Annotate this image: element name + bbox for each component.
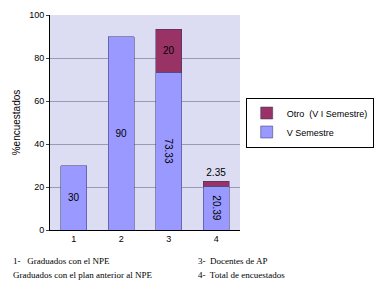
svg-text:40: 40 bbox=[34, 139, 44, 149]
svg-text:4- Total de encuestados: 4- Total de encuestados bbox=[198, 270, 285, 280]
svg-text:30: 30 bbox=[68, 192, 80, 203]
svg-text:%encuestados: %encuestados bbox=[11, 90, 22, 156]
svg-text:V Semestre: V Semestre bbox=[287, 128, 334, 138]
svg-text:20: 20 bbox=[163, 45, 175, 56]
svg-text:2: 2 bbox=[119, 234, 124, 244]
svg-text:1: 1 bbox=[71, 234, 76, 244]
svg-text:90: 90 bbox=[115, 128, 127, 139]
svg-text:2.35: 2.35 bbox=[206, 167, 226, 178]
svg-text:1- Graduados con el NPE: 1- Graduados con el NPE bbox=[13, 256, 110, 266]
svg-text:100: 100 bbox=[29, 10, 44, 20]
svg-text:3: 3 bbox=[166, 234, 171, 244]
svg-text:Otro (V I Semestre): Otro (V I Semestre) bbox=[287, 109, 368, 119]
svg-text:0: 0 bbox=[39, 225, 44, 235]
svg-text:20.39: 20.39 bbox=[211, 195, 222, 220]
svg-text:60: 60 bbox=[34, 96, 44, 106]
svg-text:3- Docentes de AP: 3- Docentes de AP bbox=[198, 256, 268, 266]
svg-text:Graduados con el plan anterior: Graduados con el plan anterior al NPE bbox=[13, 270, 152, 280]
svg-text:73.33: 73.33 bbox=[163, 138, 174, 163]
svg-text:4: 4 bbox=[214, 234, 219, 244]
svg-text:20: 20 bbox=[34, 182, 44, 192]
svg-text:80: 80 bbox=[34, 53, 44, 63]
